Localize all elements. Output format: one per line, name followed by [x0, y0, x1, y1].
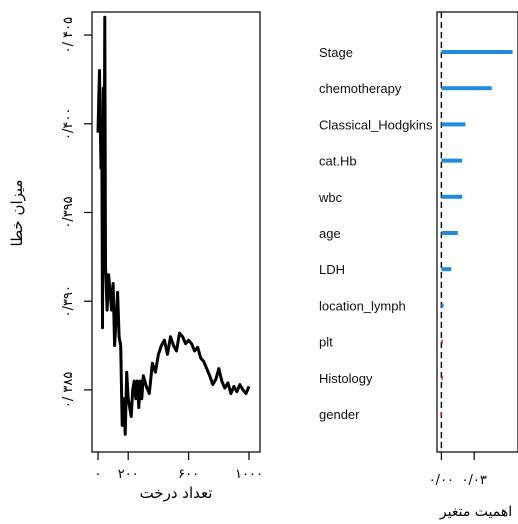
error-series-line [96, 15, 251, 436]
right-x-tick-label: ۰/۰۰ [429, 473, 454, 488]
variable-label: LDH [319, 262, 345, 277]
variable-label: wbc [318, 190, 343, 205]
variable-label: location_lymph [319, 298, 406, 313]
importance-bar [441, 194, 463, 199]
variable-labels: Stage chemotherapy Classical_Hodgkins cat.H… [318, 45, 433, 422]
variable-label: Classical_Hodgkins [319, 117, 433, 132]
importance-bar [441, 158, 463, 163]
left-x-axis-label: تعداد درخت [140, 484, 213, 502]
left-y-axis: ۰/ ۳۸۵ ۰/۳۹۰ ۰/۳۹۵ ۰/۴۰۰ ۰/ ۴۰۵ [61, 17, 92, 408]
left-y-tick-label: ۰/۴۰۰ [61, 108, 76, 140]
left-x-tick-label: ۶۰۰ [178, 467, 199, 482]
importance-bar [441, 375, 443, 380]
right-x-axis-label: اهمیت متغیر [439, 504, 512, 520]
left-x-tick-label: ۱۰۰۰ [235, 467, 263, 482]
left-x-axis: ۰ ۲۰۰ ۶۰۰ ۱۰۰۰ [95, 452, 263, 482]
variable-label: age [319, 226, 341, 241]
left-plot-frame [91, 11, 261, 453]
left-x-tick-label: ۰ [95, 467, 102, 482]
right-x-axis: ۰/۰۰ ۰/۰۳ [429, 452, 487, 488]
right-x-tick-label: ۰/۰۳ [462, 473, 487, 488]
variable-label: Stage [319, 45, 353, 60]
variable-label: cat.Hb [319, 154, 357, 169]
importance-bar [441, 50, 513, 54]
importance-bar [441, 231, 458, 235]
importance-bar [441, 339, 443, 344]
importance-bar [441, 267, 452, 272]
variable-label: chemotherapy [319, 81, 402, 96]
importance-bar [440, 412, 442, 416]
left-y-tick-label: ۰/۳۹۰ [61, 285, 76, 317]
left-y-axis-label: میزان خطا [8, 180, 26, 247]
variable-label: plt [319, 335, 333, 350]
importance-bars [440, 50, 513, 416]
left-y-tick-label: ۰/ ۴۰۵ [61, 17, 76, 53]
left-y-tick-label: ۰/ ۳۸۵ [61, 372, 76, 408]
left-y-tick-label: ۰/۳۹۵ [61, 196, 76, 228]
variable-label: Histology [319, 371, 373, 386]
left-x-tick-label: ۲۰۰ [118, 467, 139, 482]
importance-bar [441, 86, 492, 91]
importance-bar [441, 122, 466, 127]
right-plot-frame [436, 11, 518, 453]
variable-label: gender [319, 407, 360, 422]
importance-bar [441, 303, 444, 308]
variable-importance-chart: Stage chemotherapy Classical_Hodgkins cat.H… [318, 11, 518, 520]
